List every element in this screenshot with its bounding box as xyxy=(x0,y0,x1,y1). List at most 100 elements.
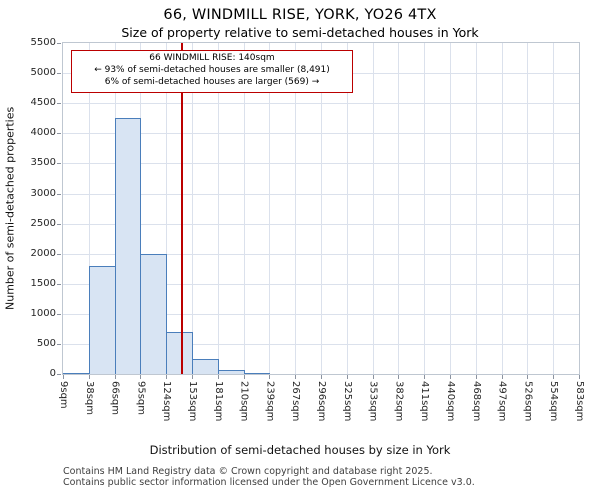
footer-line-2: Contains public sector information licen… xyxy=(63,477,475,489)
grid-line-vertical xyxy=(166,43,168,374)
annotation-smaller-stat: ← 93% of semi-detached houses are smalle… xyxy=(94,64,330,75)
y-tick-mark xyxy=(57,283,61,285)
y-tick-label: 3500 xyxy=(30,157,56,169)
x-tick-mark xyxy=(579,375,580,379)
footer-line-1: Contains HM Land Registry data © Crown c… xyxy=(63,466,433,477)
histogram-bar xyxy=(140,253,168,374)
y-tick-mark xyxy=(57,43,61,44)
grid-line-vertical xyxy=(372,43,374,374)
x-tick-label: 497sqm xyxy=(496,381,508,422)
grid-line-vertical xyxy=(501,43,503,374)
x-tick-label: 9sqm xyxy=(58,381,69,409)
histogram-bar xyxy=(192,359,219,374)
x-tick-label: 411sqm xyxy=(419,381,431,422)
grid-line-vertical xyxy=(243,43,245,374)
x-tick-mark xyxy=(63,375,64,379)
x-tick-label: 38sqm xyxy=(83,381,95,416)
histogram-bar xyxy=(166,331,193,374)
x-tick-mark xyxy=(424,375,426,379)
y-tick-label: 3000 xyxy=(30,187,56,199)
y-tick-mark xyxy=(57,223,61,225)
x-tick-label: 325sqm xyxy=(341,381,353,422)
x-tick-mark xyxy=(243,375,245,379)
x-tick-label: 124sqm xyxy=(161,381,173,422)
grid-line-vertical xyxy=(192,43,193,374)
chart-subtitle: Size of property relative to semi-detach… xyxy=(121,25,479,40)
x-tick-mark xyxy=(217,375,219,379)
x-tick-label: 210sqm xyxy=(238,381,250,422)
x-tick-mark xyxy=(450,375,451,379)
x-tick-label: 239sqm xyxy=(264,381,276,422)
x-tick-mark xyxy=(553,375,555,379)
x-tick-label: 181sqm xyxy=(212,381,224,422)
grid-line-vertical xyxy=(346,43,348,374)
y-tick-mark xyxy=(57,163,61,165)
y-tick-mark xyxy=(57,133,61,135)
grid-line-vertical xyxy=(450,43,451,374)
grid-line-vertical xyxy=(527,43,529,374)
y-axis-title: Number of semi-detached properties xyxy=(3,106,17,311)
y-tick-mark xyxy=(57,253,61,255)
x-tick-mark xyxy=(501,375,503,379)
x-tick-mark xyxy=(527,375,529,379)
y-tick-label: 500 xyxy=(36,337,56,349)
y-tick-label: 5500 xyxy=(30,37,56,48)
x-tick-label: 95sqm xyxy=(135,381,147,416)
x-tick-mark xyxy=(166,375,168,379)
y-tick-label: 4000 xyxy=(30,127,56,139)
x-tick-label: 66sqm xyxy=(109,381,121,416)
y-tick-label: 2500 xyxy=(30,217,56,229)
y-tick-label: 2000 xyxy=(30,247,56,259)
x-tick-label: 153sqm xyxy=(187,381,198,422)
grid-line-vertical xyxy=(88,43,90,374)
x-tick-mark xyxy=(140,375,142,379)
property-size-marker-line xyxy=(180,43,183,374)
y-tick-label: 1500 xyxy=(30,277,56,289)
x-tick-label: 583sqm xyxy=(574,381,585,422)
y-tick-mark xyxy=(57,374,61,375)
x-tick-mark xyxy=(398,375,400,379)
grid-line-vertical xyxy=(295,43,297,374)
y-tick-mark xyxy=(57,73,61,75)
x-tick-mark xyxy=(475,375,477,379)
grid-line-vertical xyxy=(398,43,400,374)
x-tick-label: 440sqm xyxy=(445,381,456,422)
y-tick-label: 1000 xyxy=(30,307,56,319)
y-tick-label: 0 xyxy=(49,368,56,379)
x-tick-mark xyxy=(192,375,193,379)
annotation-box: 66 WINDMILL RISE: 140sqm ← 93% of semi-d… xyxy=(71,50,353,93)
x-tick-label: 554sqm xyxy=(548,381,560,422)
histogram-bar xyxy=(243,372,271,374)
x-tick-mark xyxy=(321,375,322,379)
y-tick-mark xyxy=(57,343,61,345)
x-tick-label: 382sqm xyxy=(393,381,405,422)
attribution-footer: Contains HM Land Registry data © Crown c… xyxy=(63,466,475,489)
x-tick-mark xyxy=(295,375,297,379)
plot-area: 66 WINDMILL RISE: 140sqm ← 93% of semi-d… xyxy=(62,42,580,375)
x-axis-title: Distribution of semi-detached houses by … xyxy=(149,443,451,457)
chart-title: 66, WINDMILL RISE, YORK, YO26 4TX xyxy=(163,7,437,23)
histogram-bar xyxy=(217,369,245,374)
x-tick-mark xyxy=(269,375,271,379)
x-tick-mark xyxy=(372,375,374,379)
x-tick-label: 267sqm xyxy=(290,381,302,422)
x-tick-mark xyxy=(88,375,90,379)
histogram-bar xyxy=(63,373,90,374)
x-tick-mark xyxy=(346,375,348,379)
grid-line-vertical xyxy=(217,43,219,374)
grid-line-vertical xyxy=(269,43,271,374)
y-tick-label: 5000 xyxy=(30,67,56,79)
histogram-bar xyxy=(88,265,116,374)
histogram-bar xyxy=(114,118,142,374)
annotation-larger-stat: 6% of semi-detached houses are larger (5… xyxy=(104,76,320,87)
x-tick-label: 526sqm xyxy=(522,381,534,422)
x-tick-mark xyxy=(114,375,116,379)
y-tick-mark xyxy=(57,103,61,105)
y-tick-mark xyxy=(57,193,61,195)
grid-line-vertical xyxy=(321,43,322,374)
grid-line-vertical xyxy=(553,43,555,374)
annotation-property-size: 66 WINDMILL RISE: 140sqm xyxy=(149,53,275,63)
x-tick-label: 353sqm xyxy=(367,381,379,422)
y-tick-mark xyxy=(57,313,61,315)
